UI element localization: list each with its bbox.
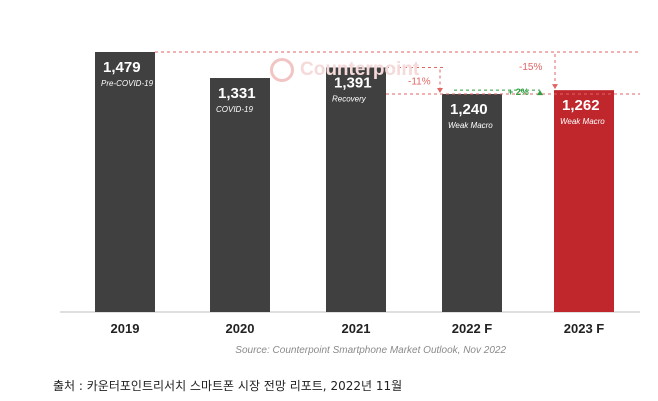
bar-2020 bbox=[210, 78, 270, 312]
bar-value-label: 1,479 bbox=[103, 59, 141, 76]
bar-chart: 1,479 Pre-COVID-19 2019 1,331 COVID-19 2020 1,… bbox=[60, 51, 640, 336]
caption: 출처 : 카운터포인트리서치 스마트폰 시장 전망 리포트, 2022년 11월 bbox=[53, 379, 403, 393]
x-tick-label: 2020 bbox=[226, 321, 255, 336]
bar-value-label: 1,331 bbox=[218, 85, 256, 102]
counterpoint-logo-icon bbox=[270, 58, 294, 82]
bar-sublabel: Weak Macro bbox=[560, 117, 605, 126]
x-tick-label: 2021 bbox=[342, 321, 371, 336]
bar-value-label: 1,391 bbox=[334, 74, 372, 91]
annotation-arrow bbox=[537, 90, 543, 96]
bar-2023 F bbox=[554, 90, 614, 312]
bar-sublabel: COVID-19 bbox=[216, 105, 253, 114]
bar-2022 F bbox=[442, 94, 502, 312]
annotation-label: -11% bbox=[408, 77, 431, 88]
bar-2021 bbox=[326, 67, 386, 312]
x-tick-label: 2023 F bbox=[564, 321, 605, 336]
bar-2019 bbox=[95, 52, 155, 312]
chart-source: Source: Counterpoint Smartphone Market O… bbox=[235, 345, 506, 356]
watermark: Counterpoint bbox=[270, 58, 419, 82]
bar-value-label: 1,262 bbox=[562, 97, 600, 114]
annotation-label: -15% bbox=[519, 62, 542, 73]
bar-sublabel: Pre-COVID-19 bbox=[101, 79, 154, 88]
x-tick-label: 2022 F bbox=[452, 321, 493, 336]
annotation-arrow bbox=[552, 84, 558, 90]
bar-value-label: 1,240 bbox=[450, 101, 488, 118]
bar-sublabel: Recovery bbox=[332, 94, 367, 103]
bar-sublabel: Weak Macro bbox=[448, 121, 493, 130]
watermark-text: Counterpoint bbox=[300, 59, 420, 80]
annotation-label: + 2% bbox=[508, 87, 529, 97]
x-tick-label: 2019 bbox=[111, 321, 140, 336]
annotation-arrow bbox=[437, 88, 443, 94]
